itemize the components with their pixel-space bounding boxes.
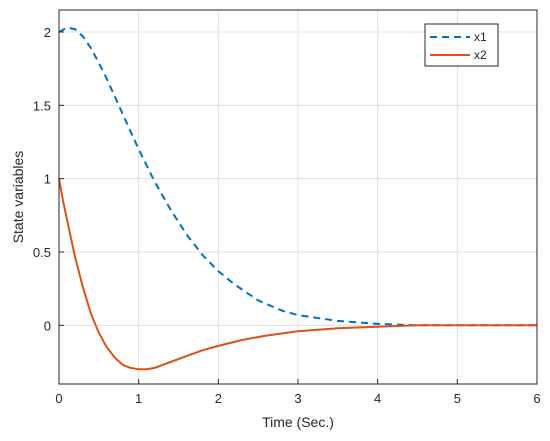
y-axis-ticks: 0 0.5 1 1.5 2 [33, 25, 64, 333]
x-tick-label: 4 [374, 391, 381, 406]
legend-label-x1: x1 [474, 30, 487, 44]
legend: x1 x2 [424, 23, 499, 67]
y-axis-label: State variables [10, 151, 26, 244]
y-tick-label: 1.5 [33, 98, 51, 113]
x-tick-label: 3 [294, 391, 301, 406]
legend-box [424, 23, 499, 67]
x-axis-label: Time (Sec.) [262, 414, 334, 430]
x-tick-label: 2 [215, 391, 222, 406]
y-tick-label: 0.5 [33, 245, 51, 260]
x-axis-ticks: 0 1 2 3 4 5 6 [55, 379, 541, 406]
x-tick-label: 6 [533, 391, 540, 406]
y-tick-label: 0 [44, 318, 51, 333]
legend-label-x2: x2 [474, 48, 487, 62]
series-line-x2 [58, 178, 537, 371]
x-tick-label: 0 [55, 391, 62, 406]
y-tick-label: 2 [44, 25, 51, 40]
y-tick-label: 1 [44, 172, 51, 187]
x-tick-label: 5 [454, 391, 461, 406]
series-layer [58, 26, 537, 371]
x-tick-label: 1 [135, 391, 142, 406]
grid [58, 10, 538, 384]
